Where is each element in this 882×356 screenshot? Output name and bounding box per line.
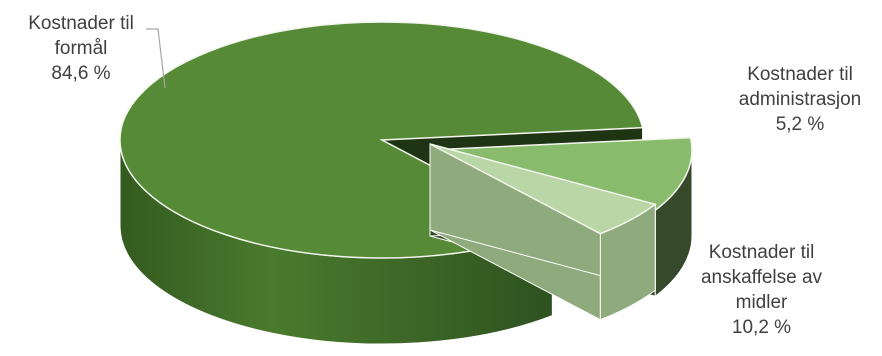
slice-label-administrasjon-line1: Kostnader til <box>747 64 853 85</box>
slice-anskaffelse-top <box>429 136 693 212</box>
slice-label-formal-line2: formål <box>54 38 108 59</box>
slice-label-anskaffelse: Kostnader til anskaffelse av midler 10,2… <box>674 240 849 340</box>
slice-label-anskaffelse-line3: midler <box>735 292 788 313</box>
slice-label-formal-line1: Kostnader til <box>28 13 134 34</box>
slice-label-anskaffelse-line1: Kostnader til <box>708 242 815 263</box>
slice-label-anskaffelse-line2: anskaffelse av <box>700 267 823 288</box>
label-leader-line <box>146 28 166 89</box>
slice-value-anskaffelse: 10,2 % <box>731 317 792 338</box>
slice-label-formal: Kostnader til formål 84,6 % <box>2 11 160 86</box>
slice-administrasjon-top <box>429 143 657 235</box>
slice-formal-top <box>119 21 644 259</box>
slice-label-administrasjon: Kostnader til administrasjon 5,2 % <box>715 62 882 137</box>
slice-label-administrasjon-line2: administrasjon <box>738 89 862 110</box>
slice-value-formal: 84,6 % <box>51 63 111 84</box>
slice-value-administrasjon: 5,2 % <box>775 114 825 135</box>
